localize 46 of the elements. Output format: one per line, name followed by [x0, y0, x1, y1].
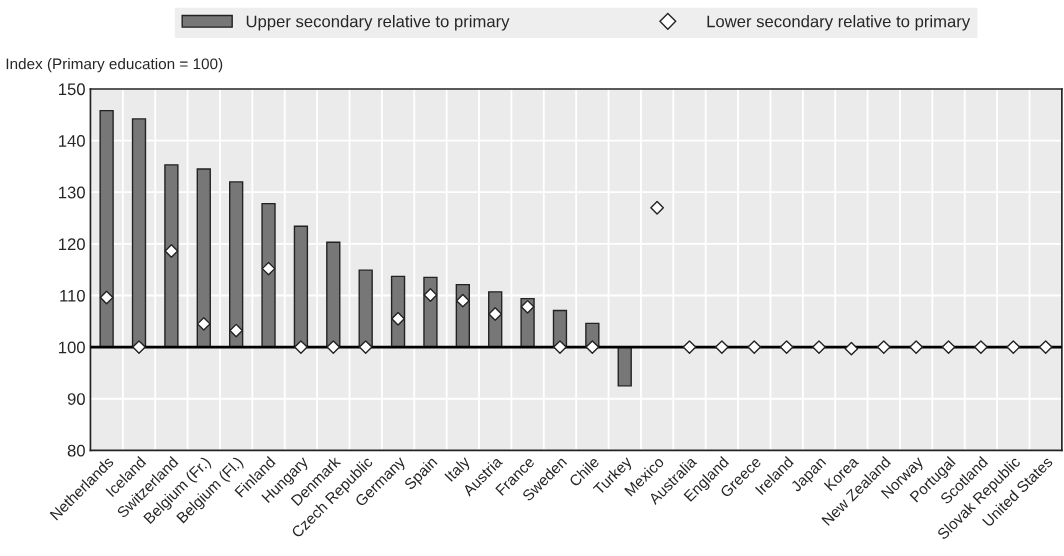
point [229, 323, 244, 338]
point [294, 340, 308, 355]
point [650, 200, 665, 215]
bar [617, 346, 632, 387]
legend-label: Lower secondary relative to primary [707, 15, 971, 31]
point [941, 340, 956, 355]
legend-label: Upper secondary relative to primary [246, 15, 510, 31]
point [132, 340, 146, 355]
bar [261, 202, 276, 348]
point [553, 340, 567, 355]
point [488, 307, 503, 321]
point [779, 340, 794, 355]
point [1006, 340, 1021, 355]
y-tick-label: 90 [67, 393, 85, 405]
y-tick-label: 100 [59, 341, 85, 354]
point [714, 340, 729, 355]
y-tick-label: 110 [60, 289, 85, 302]
point [196, 316, 211, 331]
point [261, 261, 276, 276]
y-tick-label: 120 [59, 238, 85, 251]
y-tick-label: 150 [59, 83, 85, 96]
y-tick-label: 140 [59, 134, 85, 147]
y-tick-label: 80 [67, 444, 85, 457]
point [747, 340, 762, 355]
point [909, 340, 924, 355]
bar [164, 164, 179, 348]
point [1038, 340, 1053, 355]
point [812, 340, 826, 355]
point [520, 299, 535, 314]
point [455, 293, 470, 308]
point [358, 340, 373, 355]
point [423, 288, 438, 302]
point [391, 311, 405, 326]
bar [196, 168, 211, 348]
point [844, 341, 859, 356]
point [164, 244, 179, 258]
bar [99, 109, 114, 348]
bar [228, 181, 244, 348]
point [682, 340, 697, 355]
y-tick-label: 130 [59, 186, 85, 199]
y-axis-title: Index (Primary education = 100) [6, 58, 223, 73]
point [99, 290, 114, 305]
point [326, 340, 341, 355]
point [585, 340, 600, 355]
point [876, 340, 891, 355]
point [974, 340, 988, 355]
